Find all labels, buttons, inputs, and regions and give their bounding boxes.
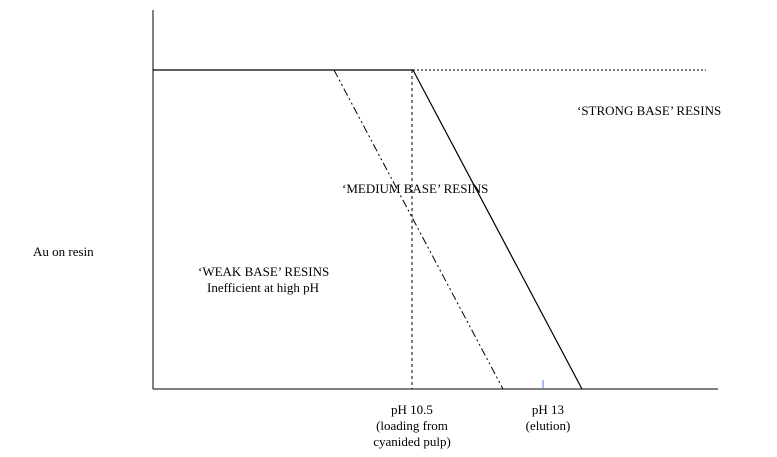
medium-base-diagonal-line: [412, 69, 583, 390]
weak-base-diagonal-line: [333, 69, 504, 390]
ph-13-label: pH 13 (elution): [525, 402, 571, 433]
y-axis-label: Au on resin: [33, 244, 94, 259]
ph-10-5-label: pH 10.5 (loading from cyanided pulp): [373, 402, 451, 449]
strong-base-region-label: ‘STRONG BASE’ RESINS: [577, 103, 722, 118]
weak-base-region-title: ‘WEAK BASE’ RESINS: [198, 264, 330, 279]
weak-base-region-note: Inefficient at high pH: [206, 280, 320, 295]
medium-base-region-label: ‘MEDIUM BASE’ RESINS: [342, 181, 489, 196]
